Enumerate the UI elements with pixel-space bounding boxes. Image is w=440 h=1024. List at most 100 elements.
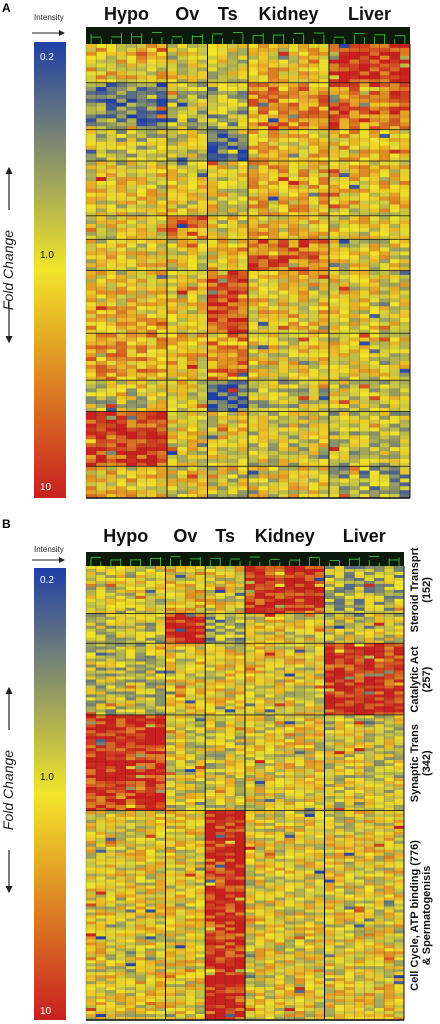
heatmap-cell bbox=[197, 478, 208, 483]
heatmap-cell bbox=[136, 55, 148, 60]
heatmap-cell bbox=[274, 631, 286, 635]
heatmap-cell bbox=[197, 208, 208, 213]
heatmap-cell bbox=[364, 649, 375, 653]
heatmap-cell bbox=[135, 664, 146, 668]
heatmap-cell bbox=[278, 188, 289, 194]
heatmap-cell bbox=[126, 478, 137, 483]
heatmap-cell bbox=[177, 388, 188, 393]
heatmap-cell bbox=[86, 458, 97, 464]
heatmap-cell bbox=[237, 380, 249, 385]
heatmap-cell bbox=[146, 98, 158, 104]
heatmap-cell bbox=[177, 376, 188, 381]
heatmap-cell bbox=[268, 216, 279, 221]
heatmap-cell bbox=[258, 423, 269, 428]
heatmap-cell bbox=[339, 110, 350, 115]
heatmap-cell bbox=[227, 329, 239, 334]
heatmap-cell bbox=[86, 271, 97, 276]
heatmap-cell bbox=[339, 263, 350, 268]
heatmap-cell bbox=[237, 349, 249, 354]
heatmap-cell bbox=[399, 470, 411, 475]
heatmap-cell bbox=[359, 75, 370, 80]
heatmap-cell bbox=[308, 63, 320, 68]
heatmap-cell bbox=[86, 466, 97, 471]
heatmap-cell bbox=[329, 180, 340, 186]
heatmap-cell bbox=[248, 153, 259, 158]
heatmap-cell bbox=[187, 188, 198, 194]
heatmap-cell bbox=[146, 145, 158, 150]
heatmap-cell bbox=[339, 486, 350, 491]
heatmap-cell bbox=[298, 114, 310, 119]
heatmap-cell bbox=[399, 243, 411, 248]
heatmap-cell bbox=[379, 224, 391, 229]
heatmap-cell bbox=[245, 566, 256, 570]
heatmap-cell bbox=[359, 290, 370, 295]
heatmap-cell bbox=[187, 251, 198, 256]
heatmap-cell bbox=[288, 462, 299, 467]
heatmap-cell bbox=[167, 454, 178, 460]
heatmap-cell bbox=[86, 658, 97, 662]
heatmap-cell bbox=[268, 137, 279, 143]
heatmap-cell bbox=[298, 411, 310, 417]
heatmap-cell bbox=[349, 180, 360, 186]
heatmap-cell bbox=[115, 634, 127, 638]
heatmap-cell bbox=[399, 454, 411, 460]
heatmap-cell bbox=[136, 216, 148, 221]
heatmap-cell bbox=[379, 278, 391, 284]
heatmap-cell bbox=[136, 427, 148, 432]
heatmap-cell bbox=[308, 329, 320, 334]
heatmap-cell bbox=[389, 388, 401, 393]
heatmap-cell bbox=[258, 59, 269, 64]
heatmap-cell bbox=[298, 44, 310, 49]
heatmap-cell bbox=[288, 470, 299, 475]
heatmap-cell bbox=[298, 439, 310, 444]
heatmap-cell bbox=[156, 384, 168, 389]
heatmap-cell bbox=[96, 141, 107, 147]
heatmap-cell bbox=[177, 407, 188, 413]
heatmap-cell bbox=[329, 474, 340, 479]
heatmap-cell bbox=[217, 290, 229, 295]
heatmap-cell bbox=[399, 482, 411, 487]
heatmap-cell bbox=[156, 376, 168, 381]
heatmap-cell bbox=[227, 290, 239, 295]
heatmap-cell bbox=[207, 321, 218, 327]
heatmap-cell bbox=[389, 157, 401, 162]
heatmap-cell bbox=[167, 321, 178, 327]
heatmap-cell bbox=[156, 141, 168, 147]
heatmap-cell bbox=[235, 580, 246, 585]
heatmap-cell bbox=[384, 625, 395, 630]
heatmap-cell bbox=[156, 294, 168, 299]
heatmap-cell bbox=[298, 224, 310, 229]
heatmap-cell bbox=[217, 306, 229, 311]
heatmap-cell bbox=[207, 349, 218, 354]
heatmap-cell bbox=[86, 251, 97, 256]
heatmap-cell bbox=[288, 337, 299, 342]
heatmap-cell bbox=[359, 208, 370, 213]
heatmap-cell bbox=[278, 75, 289, 80]
heatmap-cell bbox=[145, 628, 156, 633]
heatmap-cell bbox=[374, 649, 385, 653]
heatmap-cell bbox=[349, 470, 360, 475]
heatmap-cell bbox=[207, 259, 218, 264]
heatmap-cell bbox=[86, 122, 97, 127]
heatmap-cell bbox=[359, 122, 370, 127]
heatmap-cell bbox=[344, 601, 355, 606]
heatmap-cell bbox=[349, 372, 360, 377]
heatmap-cell bbox=[167, 145, 178, 150]
heatmap-cell bbox=[258, 51, 269, 57]
heatmap-cell bbox=[207, 400, 218, 405]
heatmap-cell bbox=[175, 622, 186, 627]
heatmap-cell bbox=[339, 454, 350, 460]
heatmap-cell bbox=[167, 102, 178, 107]
heatmap-cell bbox=[116, 306, 127, 311]
heatmap-cell bbox=[329, 423, 340, 428]
heatmap-cell bbox=[298, 83, 310, 88]
heatmap-cell bbox=[136, 470, 148, 475]
heatmap-cell bbox=[197, 67, 208, 72]
heatmap-cell bbox=[146, 317, 158, 323]
heatmap-cell bbox=[116, 407, 127, 413]
heatmap-cell bbox=[245, 652, 256, 656]
heatmap-cell bbox=[156, 122, 168, 127]
heatmap-cell bbox=[278, 415, 289, 421]
heatmap-cell bbox=[349, 435, 360, 440]
heatmap-cell bbox=[96, 353, 107, 358]
